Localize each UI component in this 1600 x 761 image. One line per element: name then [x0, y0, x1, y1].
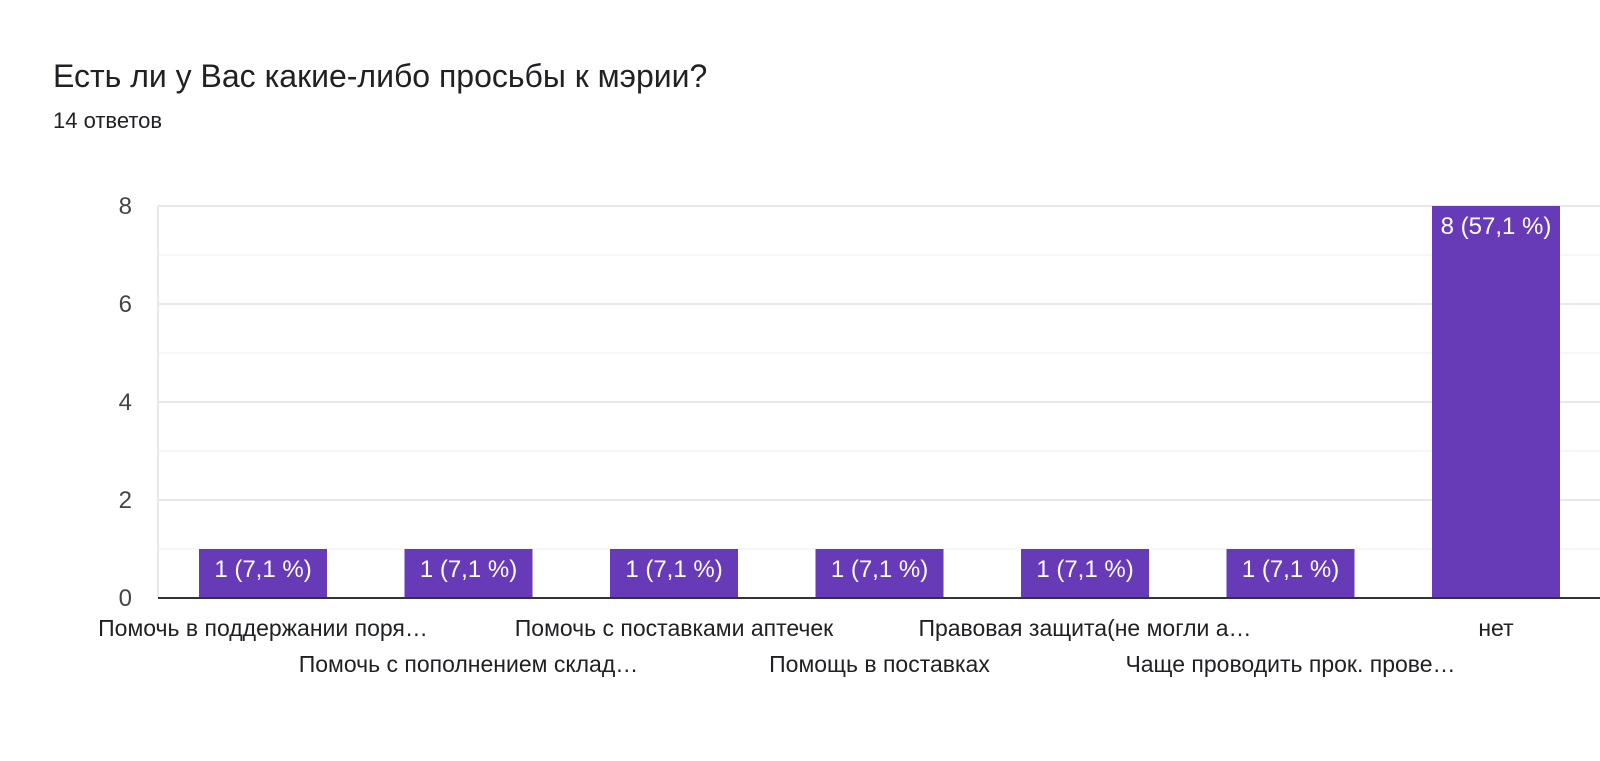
bar [199, 549, 327, 598]
bar [815, 549, 944, 598]
y-tick-label: 8 [119, 193, 132, 220]
bar-data-label: 1 (7,1 %) [1036, 556, 1133, 583]
chart-data-labels: 1 (7,1 %) 1 (7,1 %) 1 (7,1 %) 1 (7,1 %) 1 (7… [214, 213, 1551, 583]
x-tick-label: нет [1478, 615, 1514, 641]
y-tick-label: 2 [119, 487, 132, 514]
x-tick-label: Чаще проводить прок. прове… [1125, 651, 1455, 677]
chart-grid [157, 205, 1600, 598]
chart-bars [199, 206, 1560, 598]
x-tick-label: Помочь с пополнением склад… [299, 651, 639, 677]
bar [1226, 549, 1355, 598]
bar-data-label: 1 (7,1 %) [831, 556, 928, 583]
response-count: 14 ответов [53, 108, 163, 133]
bar [1021, 549, 1149, 598]
bar-data-label: 1 (7,1 %) [214, 556, 311, 583]
y-tick-label: 6 [119, 291, 132, 318]
bar-data-label: 8 (57,1 %) [1441, 213, 1552, 240]
bar [610, 549, 738, 598]
x-tick-label: Помощь в поставках [769, 651, 990, 677]
chart-title: Есть ли у Вас какие-либо просьбы к мэрии… [53, 58, 708, 94]
bar-data-label: 1 (7,1 %) [420, 556, 517, 583]
y-tick-label: 4 [119, 389, 132, 416]
x-tick-label: Помочь в поддержании поря… [98, 615, 428, 641]
y-tick-label: 0 [119, 585, 132, 612]
bar [1432, 206, 1560, 598]
x-tick-label: Правовая защита(не могли а… [918, 615, 1251, 641]
x-axis-ticks: Помочь в поддержании поря… Помочь с попол… [98, 615, 1514, 677]
bar-data-label: 1 (7,1 %) [1242, 556, 1339, 583]
y-axis-ticks: 0 2 4 6 8 [119, 193, 132, 612]
bar [404, 549, 533, 598]
x-tick-label: Помочь с поставками аптечек [515, 615, 834, 641]
bar-data-label: 1 (7,1 %) [625, 556, 722, 583]
